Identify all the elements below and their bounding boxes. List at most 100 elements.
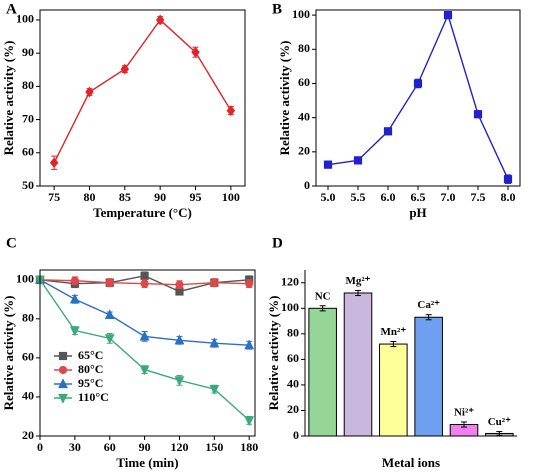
category-label: Cu²⁺ (488, 416, 511, 428)
x-tick-label: 8.0 (501, 190, 516, 204)
category-label: NC (315, 290, 331, 302)
y-tick-label: 100 (16, 12, 34, 26)
y-tick-label: 70 (22, 111, 34, 125)
marker (58, 393, 68, 404)
error-bar (319, 305, 326, 312)
marker (69, 293, 80, 304)
error-bar (425, 314, 432, 321)
plot-frame (315, 9, 521, 187)
marker (139, 330, 150, 341)
x-tick-label: 80 (83, 190, 95, 204)
x-tick-label: 85 (119, 190, 131, 204)
category-label: Ni²⁺ (454, 406, 474, 418)
x-tick-label: 5.5 (351, 190, 366, 204)
y-tick-label: 0 (304, 178, 310, 192)
marker (70, 276, 79, 285)
marker (503, 175, 513, 184)
y-axis-label: Relative activity (%) (1, 296, 16, 411)
marker (244, 416, 255, 427)
x-tick-label: 100 (222, 190, 240, 204)
marker (174, 376, 185, 387)
marker (353, 156, 363, 165)
category-label: Mg²⁺ (346, 275, 371, 287)
marker (174, 334, 185, 345)
y-tick-label: 60 (22, 145, 34, 159)
bar (308, 307, 337, 437)
legend-label: 110°C (78, 390, 109, 404)
y-tick-label: 20 (22, 428, 34, 442)
marker (226, 105, 236, 117)
y-tick-label: 60 (287, 351, 299, 365)
marker (105, 278, 114, 287)
y-axis-label: Relative activity (%) (277, 41, 292, 156)
y-tick-label: 50 (22, 178, 34, 192)
y-tick-label: 60 (298, 75, 310, 89)
x-tick-label: 90 (154, 190, 166, 204)
error-bar (461, 421, 467, 428)
x-tick-label: 120 (170, 440, 188, 454)
panel-letter: A (6, 1, 17, 17)
y-tick-label: 20 (298, 144, 310, 158)
panel: C Relative activity (%) Time (min) 20 40 60 80… (1, 235, 258, 470)
panel: D Relative activity (%) Metal ions 0 20 40 60 8… (266, 235, 517, 470)
series-line (53, 18, 232, 164)
marker (210, 278, 219, 287)
x-axis-label: pH (409, 205, 426, 220)
marker (139, 365, 150, 376)
x-tick-label: 150 (205, 440, 223, 454)
panel: A Relative activity (%) Temperature (°C) 50… (1, 1, 246, 220)
y-axis-label: Relative activity (%) (266, 296, 281, 411)
x-tick-label: 6.5 (411, 190, 426, 204)
marker (191, 46, 200, 58)
marker (245, 279, 254, 288)
marker (120, 63, 130, 75)
panel: B Relative activity (%) pH 0 20 40 60 80 100 5.0 5… (272, 1, 521, 220)
series-line (327, 13, 509, 180)
y-tick-label: 80 (22, 78, 34, 92)
marker (58, 378, 68, 389)
error-bar (355, 289, 361, 297)
y-tick-label: 80 (298, 41, 310, 55)
marker (443, 11, 453, 20)
y-tick-label: 120 (281, 275, 299, 289)
y-tick-label: 100 (292, 7, 310, 21)
x-tick-label: 95 (190, 190, 202, 204)
y-tick-label: 100 (16, 272, 34, 286)
legend-label: 65°C (78, 348, 103, 362)
marker (140, 279, 149, 288)
y-tick-label: 40 (22, 389, 34, 403)
plot-frame (39, 269, 256, 437)
x-tick-label: 7.0 (441, 190, 456, 204)
x-tick-label: 7.5 (471, 190, 486, 204)
x-tick-label: 6.0 (381, 190, 396, 204)
marker (58, 351, 68, 361)
x-tick-label: 75 (48, 190, 60, 204)
marker (140, 271, 149, 280)
y-tick-label: 60 (22, 350, 34, 364)
x-axis-label: Metal ions (382, 455, 440, 470)
y-tick-label: 100 (281, 300, 299, 314)
x-tick-label: 60 (104, 440, 116, 454)
panel-letter: D (272, 235, 283, 251)
marker (209, 337, 220, 348)
marker (104, 334, 115, 345)
y-tick-label: 80 (22, 311, 34, 325)
error-bar (496, 431, 503, 436)
y-tick-label: 40 (287, 377, 299, 391)
x-tick-label: 30 (69, 440, 81, 454)
marker (69, 326, 80, 337)
legend-label: 95°C (78, 376, 103, 390)
marker (58, 365, 68, 375)
y-tick-label: 40 (298, 109, 310, 123)
marker (383, 127, 393, 136)
plot-frame (39, 9, 246, 187)
x-tick-label: 0 (37, 440, 43, 454)
y-tick-label: 20 (287, 402, 299, 416)
legend-label: 80°C (78, 362, 103, 376)
bar (343, 292, 373, 437)
error-bar (390, 341, 397, 348)
marker (473, 110, 483, 119)
marker (85, 86, 94, 98)
marker (323, 160, 333, 169)
